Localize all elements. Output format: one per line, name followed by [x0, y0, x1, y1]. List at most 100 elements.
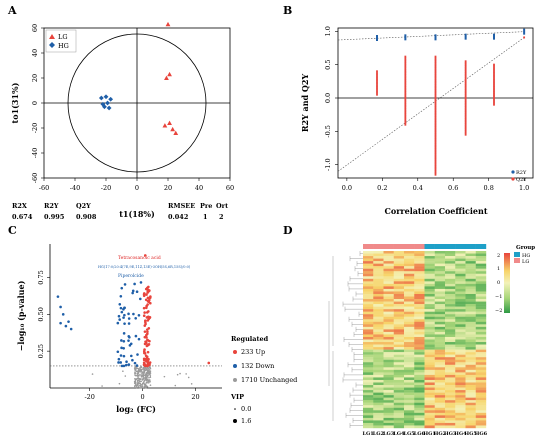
heatmap-cell: [455, 253, 466, 257]
heatmap-cell: [383, 301, 394, 305]
heatmap-cell: [455, 374, 466, 378]
heatmap-cell: [475, 364, 487, 368]
up-point: [143, 330, 147, 333]
heatmap-cell: [455, 395, 466, 398]
heatmap-cell: [414, 374, 425, 378]
heatmap-cell: [404, 319, 415, 322]
heatmap-cell: [465, 278, 476, 282]
heatmap-cell: [414, 311, 425, 315]
down-point: [59, 305, 62, 309]
heatmap-cell: [475, 288, 487, 292]
heatmap-cell: [393, 326, 405, 330]
heatmap-cell: [455, 258, 466, 262]
up-point: [147, 317, 151, 321]
up-point: [149, 301, 152, 305]
heatmap-cell: [434, 354, 446, 358]
up-point: [145, 333, 148, 337]
stat-value-r2x: 0.674: [12, 213, 33, 221]
panel-b-ytick-label: -0.5: [324, 125, 332, 138]
lg-point: [165, 21, 171, 27]
q2y-point: [434, 126, 437, 129]
heatmap-cell: [393, 293, 405, 297]
heatmap-cell: [393, 251, 405, 254]
scale-tick-2: 2: [497, 253, 500, 259]
heatmap-cell: [424, 299, 435, 302]
heatmap-cell: [393, 412, 405, 416]
heatmap-cell: [434, 331, 446, 335]
panel-c-ytick-label: 0.75: [37, 270, 45, 284]
heatmap-cell: [373, 382, 384, 386]
up-point: [146, 350, 150, 354]
q2y-point: [404, 120, 407, 123]
heatmap-cell: [475, 266, 487, 269]
panel-c-xlabel: log₂ (FC): [116, 404, 156, 414]
heatmap-cell: [434, 415, 446, 419]
heatmap-cell: [393, 382, 405, 386]
heatmap-cell: [404, 261, 415, 264]
q2y-point: [434, 96, 437, 99]
heatmap-cell: [383, 299, 394, 302]
heatmap-cell: [414, 364, 425, 368]
heatmap-cell: [455, 316, 466, 320]
heatmap-cell: [455, 319, 466, 322]
q2y-point: [404, 123, 407, 126]
up-point: [145, 328, 149, 331]
q2y-point: [376, 77, 378, 80]
unchanged-point: [143, 380, 146, 382]
heatmap-cell: [414, 417, 425, 421]
heatmap-cell: [414, 306, 425, 310]
up-point: [144, 340, 147, 343]
heatmap-cell: [404, 349, 415, 353]
up-point: [145, 293, 148, 296]
heatmap-cell: [393, 291, 405, 295]
heatmap-cell: [414, 329, 425, 333]
q2y-point: [464, 96, 467, 99]
q2y-point: [404, 72, 407, 75]
q2y-point: [493, 75, 495, 78]
heatmap-cell: [383, 369, 394, 373]
heatmap-cell: [465, 331, 476, 335]
q2y-point: [464, 60, 467, 63]
q2y-point: [404, 60, 407, 63]
heatmap-cell: [475, 377, 487, 381]
heatmap-cell: [363, 324, 374, 328]
heatmap-cell: [393, 374, 405, 378]
heatmap-cell: [363, 395, 374, 398]
hg-group-label: HG: [522, 253, 530, 259]
vip-small-label: 0.0: [241, 405, 251, 413]
heatmap-cell: [363, 316, 374, 320]
q2y-point: [376, 79, 378, 82]
unchanged-point: [148, 376, 150, 379]
q2y-point: [404, 84, 407, 87]
heatmap-cell: [445, 258, 456, 262]
heatmap-cell: [424, 276, 435, 280]
panel-b-xtick-label: 1.0: [519, 184, 529, 192]
unchanged-point: [190, 383, 193, 385]
down-point: [120, 310, 124, 314]
heatmap-cell: [363, 276, 374, 280]
heatmap-cell: [465, 385, 476, 388]
heatmap-cell: [393, 417, 405, 421]
heatmap-cell: [445, 296, 456, 300]
heatmap-cell: [393, 314, 405, 317]
heatmap-cell: [455, 425, 466, 429]
up-point: [143, 311, 146, 314]
down-point: [123, 283, 127, 286]
heatmap-cell: [434, 251, 446, 254]
heatmap-cell: [424, 288, 435, 292]
heatmap-cell: [424, 283, 435, 287]
heatmap-cell: [414, 385, 425, 388]
heatmap-cell: [465, 273, 476, 277]
heatmap-cell: [363, 352, 374, 355]
heatmap-cell: [424, 311, 435, 315]
heatmap-cell: [373, 288, 384, 292]
regulated-legend-title: Regulated: [231, 335, 269, 343]
group-legend-title: Group: [516, 245, 535, 251]
heatmap-cell: [455, 382, 466, 386]
column-label: HG6: [475, 431, 488, 437]
unchanged-legend-marker: [233, 378, 237, 382]
heatmap-cell: [373, 301, 384, 305]
q2y-point: [464, 123, 467, 126]
q2y-point: [376, 70, 378, 73]
heatmap-cell: [404, 263, 415, 267]
